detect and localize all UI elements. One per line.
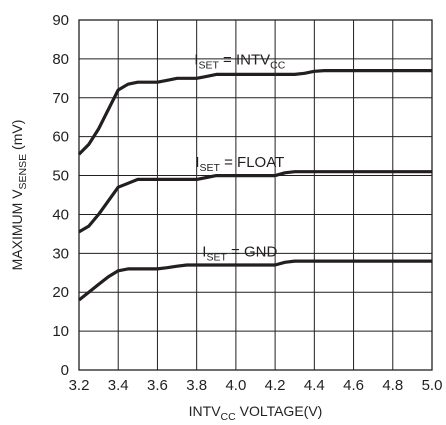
x-tick-label: 5.0: [422, 377, 443, 394]
y-tick-label: 0: [61, 362, 69, 379]
series-label-0: ISET = INTVCC: [194, 51, 285, 71]
x-tick-label: 3.4: [108, 377, 129, 394]
series-label-1: ISET = FLOAT: [195, 154, 284, 174]
x-tick-labels: 3.2 3.4 3.6 3.8 4.0 4.2 4.4 4.6 4.8 5.0: [69, 377, 443, 394]
y-tick-label: 90: [52, 12, 69, 29]
y-tick-labels: 0 10 20 30 40 50 60 70 80 90: [52, 12, 69, 379]
y-tick-label: 50: [52, 168, 69, 185]
y-tick-label: 60: [52, 129, 69, 146]
x-tick-label: 4.8: [382, 377, 403, 394]
y-tick-label: 40: [52, 206, 69, 223]
series-line-1: [78, 170, 432, 234]
x-tick-label: 4.2: [265, 377, 286, 394]
x-tick-label: 3.8: [186, 377, 207, 394]
x-tick-label: 3.6: [147, 377, 168, 394]
series-lines: [77, 69, 432, 302]
series-line-0: [77, 69, 432, 156]
x-tick-label: 3.2: [69, 377, 90, 394]
y-tick-label: 30: [52, 245, 69, 262]
y-axis-label: MAXIMUM VSENSE (mV): [9, 120, 29, 271]
x-tick-label: 4.6: [343, 377, 364, 394]
x-tick-label: 4.4: [304, 377, 325, 394]
series-annotations: ISET = INTVCC ISET = FLOAT ISET = GND: [194, 51, 285, 263]
series-label-2: ISET = GND: [202, 243, 277, 263]
y-tick-label: 70: [52, 90, 69, 107]
plot-frame: [78, 19, 433, 371]
series-line-2: [78, 259, 432, 302]
x-axis-label: INTVCC VOLTAGE(V): [189, 403, 323, 423]
x-tick-label: 4.0: [225, 377, 246, 394]
y-tick-label: 10: [52, 323, 69, 340]
y-tick-label: 80: [52, 51, 69, 68]
y-tick-label: 20: [52, 284, 69, 301]
